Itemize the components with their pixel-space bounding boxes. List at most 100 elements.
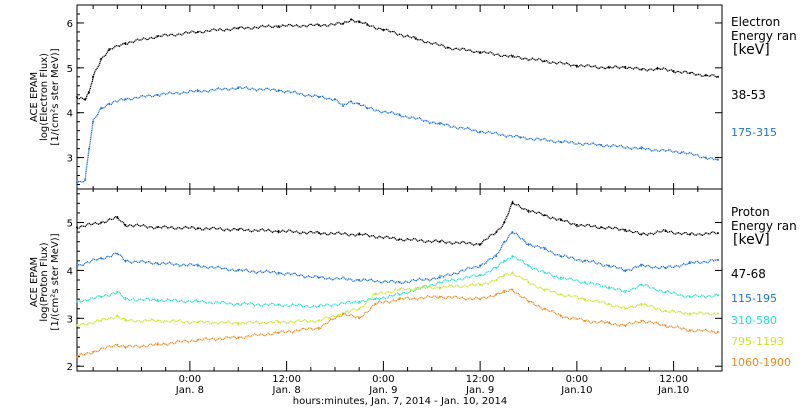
electron-plot-frame [76, 4, 723, 190]
proton-ylabel-line-1: ACE EPAM [29, 257, 40, 307]
proton-point [583, 319, 586, 322]
proton-point [717, 312, 719, 315]
electron-trace-175-315 [76, 86, 719, 184]
proton-point [237, 269, 240, 272]
proton-point [600, 226, 603, 229]
x-tick-date: Jan. 9 [368, 385, 397, 396]
proton-point [156, 299, 159, 302]
electron-legend-title-2: Energy ran [731, 29, 797, 43]
x-tick-time: 0:00 [372, 374, 394, 385]
proton-point [624, 228, 627, 231]
proton-point [495, 293, 498, 296]
electron-point [100, 107, 103, 110]
proton-point [116, 314, 119, 317]
electron-point [414, 37, 417, 40]
proton-point [76, 226, 78, 229]
electron-point [237, 87, 240, 89]
electron-point [76, 181, 78, 184]
proton-point [511, 255, 514, 258]
electron-point [704, 156, 707, 159]
proton-trace-1060-1900 [76, 288, 719, 358]
proton-point [543, 247, 546, 250]
proton-point [277, 331, 280, 334]
proton-point [624, 291, 627, 293]
proton-point [583, 259, 586, 262]
proton-point [495, 255, 498, 258]
electron-trace-38-53 [76, 18, 719, 102]
proton-point [277, 303, 280, 306]
electron-point [358, 21, 361, 24]
electron-point [92, 120, 95, 123]
electron-series-38-53 [76, 18, 719, 102]
proton-point [438, 286, 441, 289]
proton-data [76, 200, 719, 358]
proton-point [583, 298, 586, 301]
proton-point [100, 319, 103, 322]
proton-legend-1060-1900: 1060-1900 [731, 356, 791, 369]
electron-panel: 3 4 5 6 ACE EPAM log(Electron Flux) [1/(cm²… [29, 4, 797, 190]
proton-point [479, 283, 482, 286]
x-tick-date: Jan.10 [657, 385, 689, 396]
proton-point [398, 293, 401, 296]
proton-point [511, 288, 514, 291]
proton-point [559, 293, 562, 296]
proton-series-795-1193 [76, 271, 719, 327]
proton-point [237, 228, 240, 231]
proton-ylabel-line-2: log(Proton Flux) [39, 242, 50, 321]
proton-point [116, 216, 119, 219]
proton-point [664, 291, 667, 293]
proton-series-47-68 [76, 200, 719, 247]
proton-point [196, 264, 199, 267]
proton-point [156, 262, 159, 265]
proton-point [543, 214, 546, 217]
proton-point [116, 291, 119, 293]
proton-point [608, 302, 611, 305]
electron-legend-38-53: 38-53 [731, 88, 766, 102]
proton-point [438, 240, 441, 243]
electron-point [511, 55, 514, 58]
proton-point [196, 227, 199, 230]
electron-ylabel-line-3: [1/(cm²s ster MeV)] [50, 48, 61, 145]
electron-point [317, 96, 320, 98]
electron-point [656, 67, 659, 70]
electron-legend-title-1: Electron [731, 15, 780, 29]
proton-point [358, 317, 361, 320]
electron-point [342, 105, 345, 107]
proton-point [196, 300, 199, 303]
electron-point [600, 144, 603, 146]
proton-point [495, 231, 498, 234]
electron-point [350, 100, 353, 103]
proton-point [640, 302, 643, 305]
proton-point [124, 319, 127, 322]
proton-point [92, 350, 95, 353]
proton-point [156, 343, 159, 346]
proton-point [438, 281, 441, 284]
proton-panel: 2 3 4 5 ACE EPAM log(Proton Flux) [1/(cm²s … [29, 188, 797, 373]
electron-ylabel-line-1: ACE EPAM [29, 72, 40, 122]
proton-point [277, 271, 280, 274]
proton-point [237, 302, 240, 305]
proton-point [479, 274, 482, 277]
x-axis-label: hours:minutes, Jan. 7, 2014 - Jan. 10, 2… [293, 396, 508, 407]
electron-point [608, 66, 611, 69]
proton-point [374, 298, 377, 301]
proton-point [717, 258, 719, 261]
proton-point [640, 264, 643, 267]
electron-ylabel-line-2: log(Electron Flux) [39, 53, 50, 141]
proton-point [608, 264, 611, 267]
proton-point [583, 281, 586, 284]
proton-point [608, 322, 611, 325]
proton-point [503, 221, 506, 224]
proton-point [624, 324, 627, 327]
proton-point [76, 264, 78, 267]
proton-ytick-label: 5 [67, 219, 73, 230]
proton-point [664, 230, 667, 233]
proton-point [575, 223, 578, 226]
electron-point [92, 75, 95, 78]
x-tick-time: 12:00 [466, 374, 495, 385]
electron-point [479, 130, 482, 133]
proton-point [688, 312, 691, 315]
proton-point [358, 300, 361, 303]
proton-point [317, 326, 320, 329]
